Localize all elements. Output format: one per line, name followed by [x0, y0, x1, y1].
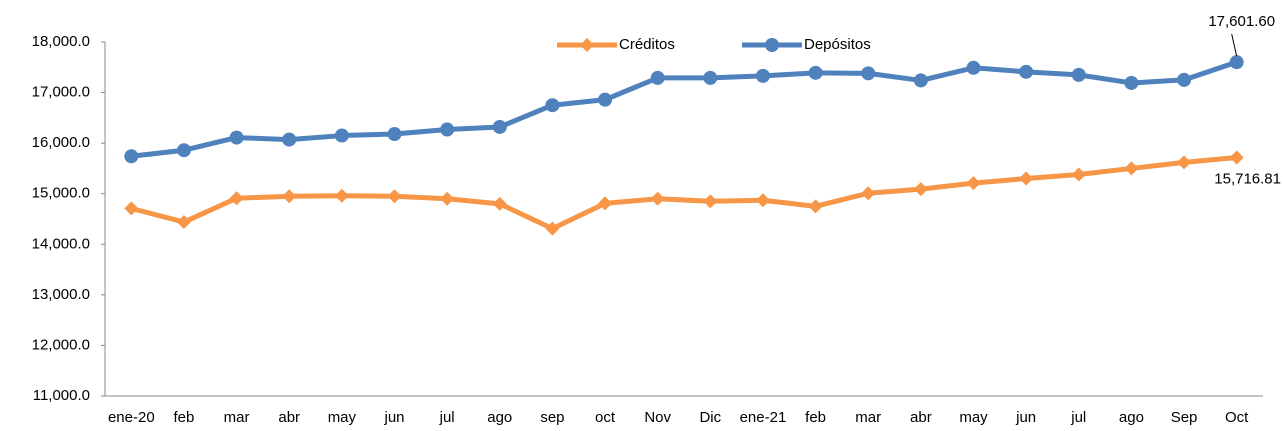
series-line: [130, 154, 1237, 232]
marker: [861, 66, 876, 81]
marker: [229, 191, 244, 206]
x-tick-label: mar: [224, 409, 250, 426]
y-tick-label: 16,000.0: [32, 134, 90, 151]
x-tick-label: Dic: [699, 409, 721, 426]
marker: [124, 201, 139, 216]
marker: [808, 199, 823, 214]
y-tick-label: 14,000.0: [32, 235, 90, 252]
x-tick-label: Nov: [644, 409, 671, 426]
x-tick-label: jun: [383, 409, 404, 426]
marker: [1019, 171, 1034, 186]
x-tick-label: jul: [439, 409, 455, 426]
marker: [229, 130, 244, 145]
marker: [440, 191, 455, 206]
marker: [755, 68, 770, 83]
legend-label: Depósitos: [804, 36, 871, 53]
x-tick-label: Oct: [1225, 409, 1249, 426]
marker: [755, 193, 770, 208]
marker: [282, 189, 297, 204]
marker: [282, 132, 297, 147]
y-tick-label: 18,000.0: [32, 33, 90, 50]
y-tick-label: 17,000.0: [32, 84, 90, 101]
x-tick-label: may: [959, 409, 988, 426]
marker: [808, 65, 823, 80]
x-tick-label: may: [328, 409, 357, 426]
x-tick-label: feb: [174, 409, 195, 426]
leader-line: [1231, 34, 1238, 57]
legend-marker: [765, 38, 779, 52]
series-line: [131, 59, 1238, 159]
marker: [176, 143, 191, 158]
marker: [1071, 67, 1086, 82]
marker: [598, 196, 613, 211]
marker: [387, 189, 402, 204]
x-tick-label: jun: [1015, 409, 1036, 426]
marker: [124, 149, 139, 164]
marker: [650, 191, 665, 206]
marker: [440, 122, 455, 137]
x-tick-label: ene-21: [740, 409, 787, 426]
marker: [545, 221, 560, 236]
marker: [387, 127, 402, 142]
marker: [913, 73, 928, 88]
legend-label: Créditos: [619, 36, 675, 53]
y-tick-label: 13,000.0: [32, 286, 90, 303]
x-tick-label: Sep: [1171, 409, 1198, 426]
marker: [1124, 75, 1139, 90]
x-tick-label: oct: [595, 409, 616, 426]
marker: [176, 215, 191, 230]
marker: [966, 176, 981, 191]
marker: [861, 186, 876, 201]
marker: [334, 128, 349, 143]
marker: [1071, 167, 1086, 182]
data-label: 17,601.60: [1208, 13, 1275, 30]
x-tick-label: ene-20: [108, 409, 155, 426]
marker: [1177, 155, 1192, 170]
x-tick-label: sep: [540, 409, 564, 426]
marker: [1229, 150, 1244, 165]
y-tick-label: 15,000.0: [32, 185, 90, 202]
marker: [334, 188, 349, 203]
marker: [1019, 64, 1034, 79]
marker: [1229, 55, 1244, 70]
marker: [545, 98, 560, 113]
data-label: 15,716.81: [1214, 170, 1281, 187]
marker: [966, 60, 981, 75]
x-tick-label: mar: [855, 409, 881, 426]
marker: [703, 70, 718, 85]
marker: [650, 70, 665, 85]
marker: [492, 119, 507, 134]
x-tick-label: ago: [1119, 409, 1144, 426]
x-tick-label: ago: [487, 409, 512, 426]
marker: [703, 194, 718, 209]
marker: [1124, 161, 1139, 176]
x-tick-label: abr: [910, 409, 932, 426]
legend-marker: [580, 38, 594, 52]
y-tick-label: 12,000.0: [32, 336, 90, 353]
marker: [1177, 72, 1192, 87]
x-tick-label: jul: [1070, 409, 1086, 426]
x-tick-label: feb: [805, 409, 826, 426]
marker: [913, 182, 928, 197]
marker: [492, 196, 507, 211]
marker: [598, 92, 613, 107]
x-tick-label: abr: [278, 409, 300, 426]
y-tick-label: 11,000.0: [33, 387, 90, 404]
